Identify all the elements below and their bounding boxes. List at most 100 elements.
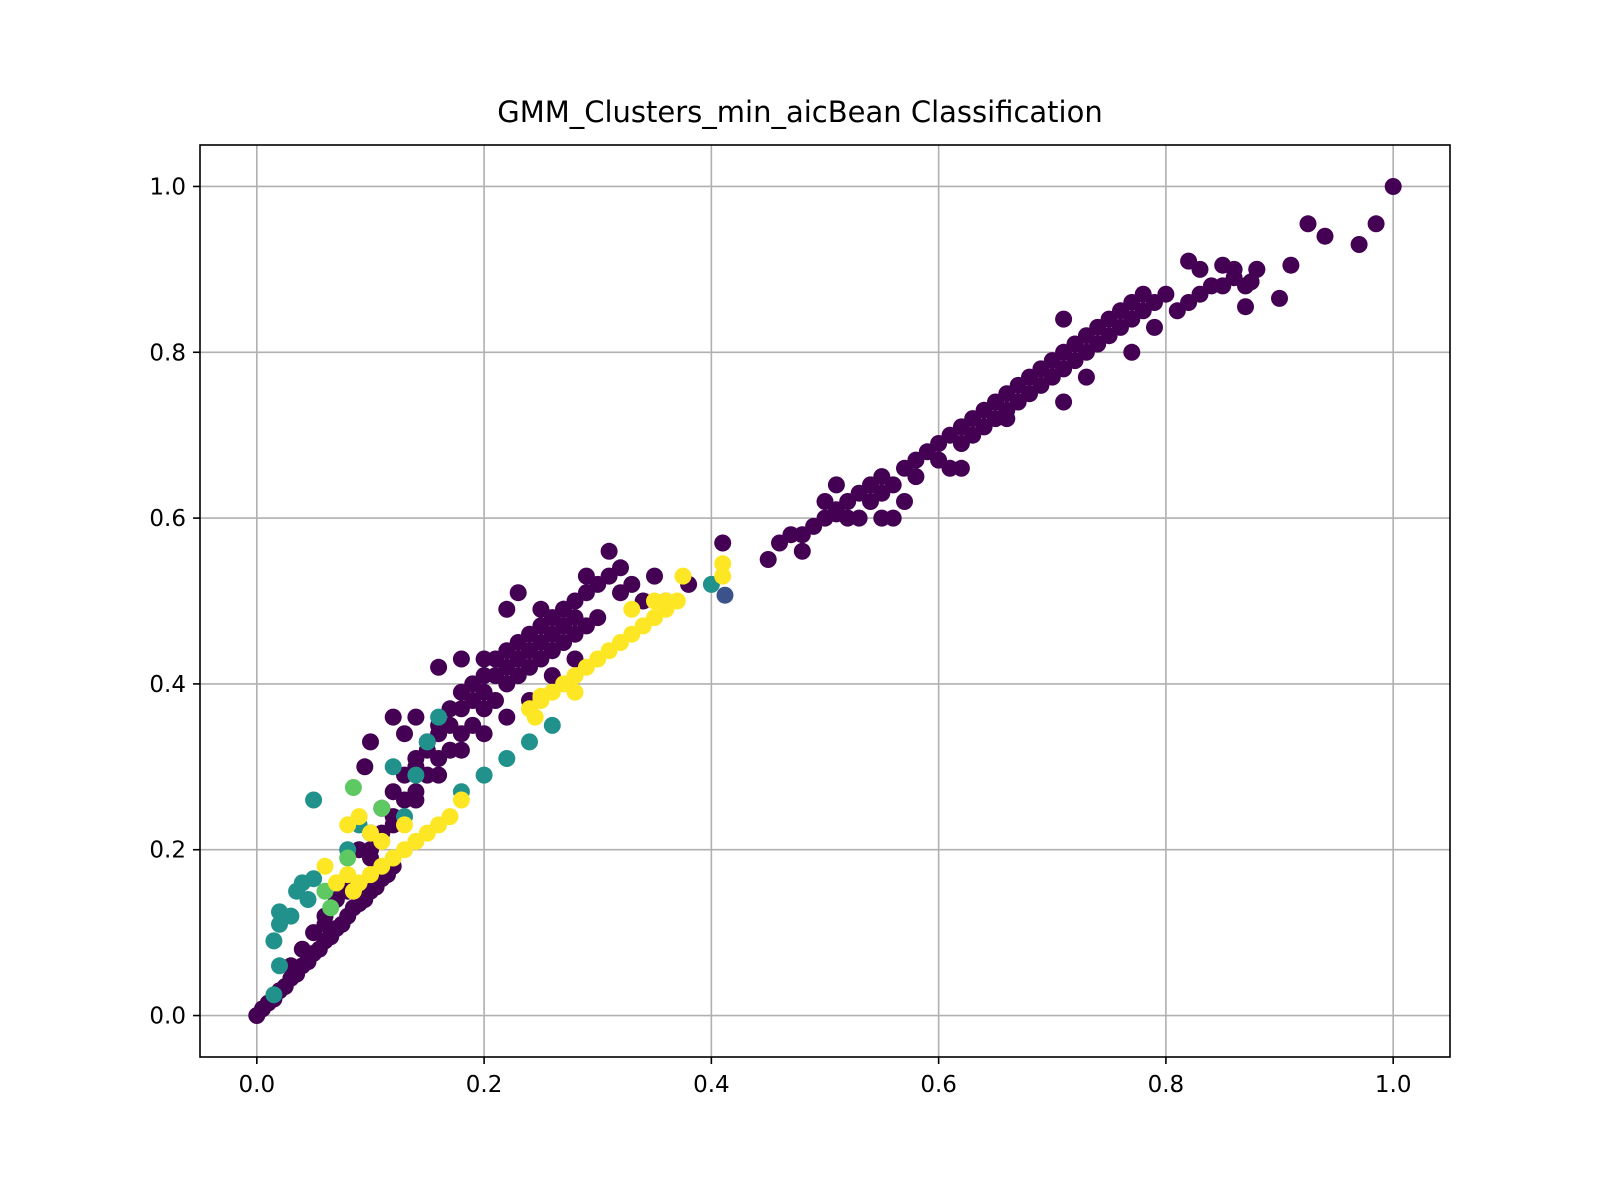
- data-point-cluster_0: [362, 733, 379, 751]
- data-point-cluster_4: [532, 687, 550, 705]
- data-point-cluster_4: [316, 857, 334, 875]
- y-tick-label: 0.2: [149, 838, 186, 864]
- x-tick-label: 1.0: [1375, 1072, 1412, 1098]
- y-tick-label: 0.8: [149, 340, 186, 366]
- data-point-cluster_0: [475, 650, 493, 668]
- data-point-cluster_4: [714, 567, 732, 585]
- data-point-cluster_4: [350, 808, 368, 826]
- data-point-cluster_0: [452, 650, 470, 668]
- data-point-cluster_4: [657, 592, 675, 610]
- x-tick-label: 0.0: [239, 1072, 276, 1098]
- data-point-cluster_2: [418, 733, 436, 751]
- data-point-cluster_4: [714, 555, 732, 573]
- data-point-cluster_0: [475, 725, 493, 743]
- data-point-cluster_0: [1237, 298, 1254, 316]
- data-point-cluster_2: [430, 708, 448, 726]
- plot-frame: [199, 144, 1451, 1058]
- data-point-cluster_2: [498, 750, 516, 767]
- data-point-cluster_0: [498, 708, 516, 726]
- data-point-cluster_0: [1225, 260, 1243, 278]
- data-point-cluster_3: [339, 849, 357, 867]
- data-point-cluster_2: [384, 758, 402, 776]
- data-point-cluster_2: [543, 716, 561, 734]
- data-point-cluster_0: [1316, 227, 1334, 245]
- grid-layer: [200, 145, 1450, 1057]
- data-point-cluster_0: [396, 725, 413, 743]
- x-tick-label: 0.6: [920, 1072, 957, 1098]
- y-tick-label: 0.6: [149, 506, 186, 532]
- x-tick-label: 0.2: [466, 1072, 503, 1098]
- data-point-cluster_0: [998, 410, 1016, 428]
- data-point-cluster_3: [373, 799, 391, 817]
- y-tick-label: 0.4: [149, 672, 186, 698]
- data-point-cluster_0: [430, 658, 448, 676]
- data-point-cluster_4: [623, 600, 641, 618]
- data-point-cluster_0: [498, 600, 516, 618]
- data-point-cluster_0: [384, 708, 402, 726]
- data-point-cluster_2: [271, 957, 288, 975]
- points-layer: [248, 178, 1402, 1024]
- data-point-cluster_0: [475, 683, 493, 701]
- data-point-cluster_0: [1157, 285, 1175, 303]
- data-point-cluster_0: [1077, 368, 1095, 386]
- data-point-cluster_2: [475, 766, 493, 784]
- data-point-cluster_0: [1191, 260, 1209, 278]
- x-tick-label: 0.8: [1148, 1072, 1185, 1098]
- data-point-cluster_0: [452, 741, 470, 759]
- data-point-cluster_4: [526, 708, 544, 726]
- data-point-cluster_0: [907, 468, 925, 486]
- data-point-cluster_4: [441, 808, 459, 826]
- data-point-cluster_4: [674, 567, 692, 585]
- data-point-cluster_2: [521, 733, 538, 751]
- data-point-cluster_0: [827, 505, 845, 523]
- data-point-cluster_4: [566, 683, 584, 701]
- data-point-cluster_3: [322, 899, 340, 917]
- data-point-cluster_0: [873, 509, 891, 527]
- data-point-cluster_0: [952, 459, 970, 477]
- chart-title: GMM_Clusters_min_aicBean Classification: [497, 95, 1103, 129]
- data-point-cluster_1: [716, 586, 734, 604]
- y-tick-label: 1.0: [149, 174, 186, 200]
- data-point-cluster_0: [1055, 310, 1073, 328]
- data-point-cluster_0: [293, 940, 311, 958]
- data-point-cluster_2: [407, 766, 425, 784]
- data-point-cluster_0: [827, 476, 845, 494]
- data-point-cluster_0: [577, 567, 595, 585]
- data-point-cluster_0: [759, 551, 777, 568]
- data-point-cluster_0: [1055, 393, 1073, 411]
- data-point-cluster_0: [850, 509, 868, 527]
- data-point-cluster_0: [714, 534, 732, 552]
- data-point-cluster_2: [282, 907, 300, 925]
- data-point-cluster_0: [407, 791, 425, 809]
- data-point-cluster_0: [612, 559, 629, 577]
- data-point-cluster_0: [1299, 215, 1317, 233]
- data-point-cluster_0: [356, 758, 374, 776]
- data-point-cluster_0: [1271, 289, 1288, 307]
- data-point-cluster_2: [305, 870, 323, 888]
- data-point-cluster_0: [1350, 236, 1368, 253]
- data-point-cluster_0: [430, 766, 448, 784]
- data-point-cluster_0: [1146, 318, 1163, 336]
- data-point-cluster_4: [396, 816, 413, 834]
- x-tick-label: 0.4: [693, 1072, 730, 1098]
- data-point-cluster_3: [344, 779, 362, 796]
- data-point-cluster_0: [1282, 256, 1300, 274]
- data-point-cluster_0: [623, 575, 641, 593]
- data-point-cluster_0: [509, 584, 527, 602]
- data-point-cluster_0: [793, 542, 811, 560]
- data-point-cluster_2: [265, 986, 283, 1004]
- data-point-cluster_0: [896, 493, 913, 510]
- data-point-cluster_0: [646, 567, 663, 585]
- data-point-cluster_0: [1367, 215, 1385, 233]
- data-point-cluster_0: [1123, 343, 1141, 361]
- data-point-cluster_0: [600, 542, 618, 560]
- data-point-cluster_4: [373, 832, 391, 850]
- data-point-cluster_0: [589, 609, 607, 627]
- data-point-cluster_0: [1248, 260, 1266, 278]
- data-point-cluster_0: [884, 476, 902, 494]
- data-point-cluster_0: [555, 600, 573, 618]
- axes-layer: 0.0 0.2 0.4 0.6 0.8 1.0 0.0 0.2 0.4 0.6 0.8 1.0: [149, 144, 1451, 1098]
- data-point-cluster_0: [532, 600, 550, 618]
